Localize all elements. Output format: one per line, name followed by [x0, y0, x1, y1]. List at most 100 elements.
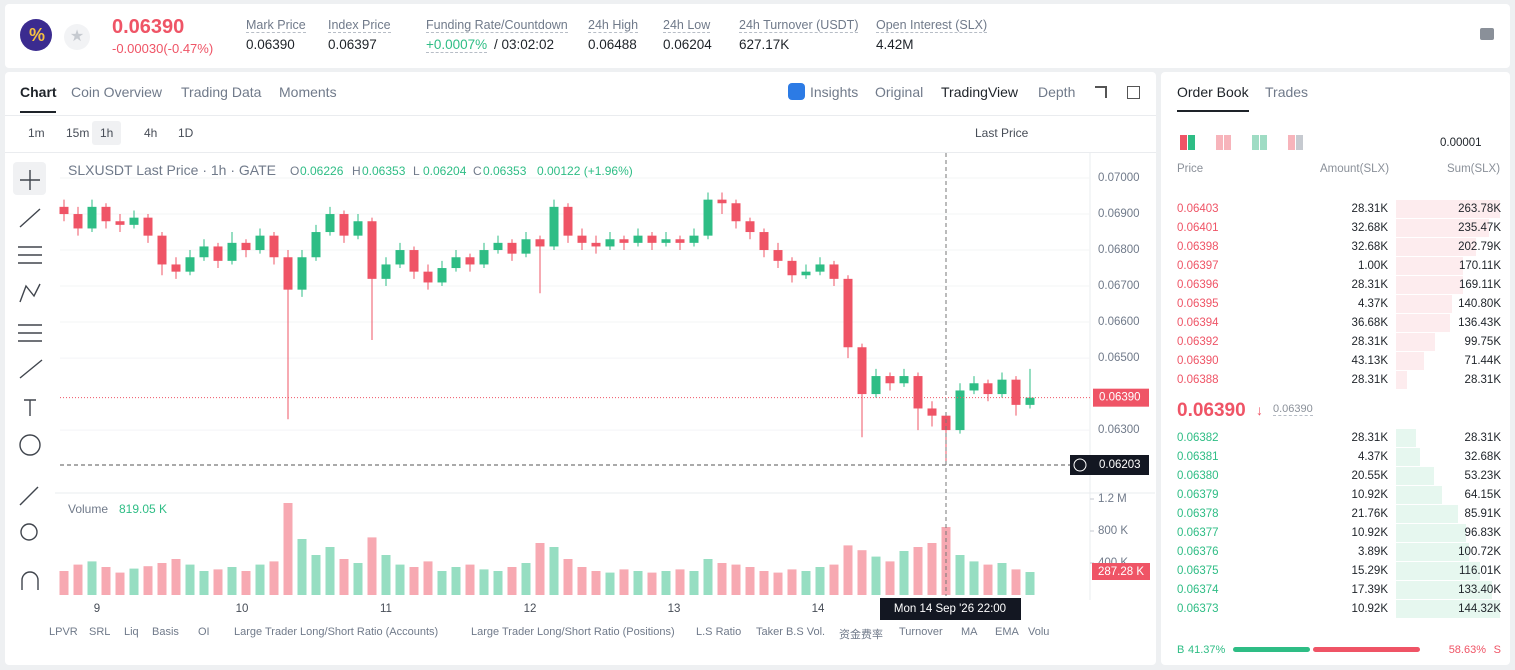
indicator[interactable]: Large Trader Long/Short Ratio (Positions… [471, 626, 675, 638]
view-tab[interactable]: Insights [810, 84, 859, 100]
volume-bar [227, 567, 237, 595]
depth-bar [1396, 314, 1450, 332]
indicator[interactable]: Basis [152, 626, 179, 638]
x-tick-label: 10 [236, 603, 249, 615]
icon[interactable] [1480, 28, 1494, 40]
ob-amount: 28.31K [1351, 203, 1388, 215]
ob-sum: 64.15K [1464, 489, 1501, 501]
candle-body [297, 257, 307, 290]
candle-body [129, 217, 139, 225]
candle-body [507, 242, 517, 254]
indicator[interactable]: OI [198, 626, 210, 638]
indicator[interactable]: LPVR [49, 626, 78, 638]
volume-bar [745, 567, 755, 595]
indicator[interactable]: 资金费率 [839, 629, 883, 641]
depth-bar [1396, 295, 1452, 313]
depth-bar [1396, 562, 1480, 580]
legend-symbol: SLXUSDT Last Price · 1h · GATE [68, 162, 276, 178]
chart-tab[interactable]: Trading Data [181, 84, 262, 100]
layout-icon[interactable] [1188, 135, 1195, 150]
ob-tab[interactable]: Trades [1265, 84, 1309, 100]
y-tick-label: 0.06300 [1098, 424, 1140, 436]
precision[interactable]: 0.00001 [1440, 137, 1482, 149]
indicator[interactable]: Large Trader Long/Short Ratio (Accounts) [234, 626, 439, 638]
candle-body [969, 383, 979, 391]
interval[interactable]: 1D [178, 126, 194, 140]
layout-icon[interactable] [1224, 135, 1231, 150]
last-price-label: 0.06390 [1099, 392, 1141, 404]
interval[interactable]: 4h [144, 126, 158, 140]
ob-sum: 169.11K [1459, 279, 1501, 291]
legend-h: 0.06353 [362, 164, 406, 178]
volume-last-tag [1092, 563, 1150, 580]
candle-body [689, 235, 699, 243]
indicator[interactable]: L.S Ratio [696, 626, 742, 638]
volume-bar [577, 567, 587, 595]
legend-o-label: O [290, 164, 300, 178]
volume-bar [129, 568, 139, 595]
volume-bar [801, 571, 811, 595]
volume-bar [605, 572, 615, 595]
ob-price: 0.06397 [1177, 260, 1219, 272]
view-tab[interactable]: TradingView [941, 84, 1019, 100]
indicator[interactable]: SRL [89, 626, 111, 638]
ob-amount: 28.31K [1351, 336, 1388, 348]
layout-icon[interactable] [1252, 135, 1259, 150]
indicator[interactable]: Volu [1028, 626, 1050, 638]
stat-label: Index Price [328, 18, 391, 33]
ob-tab-underline [1177, 110, 1249, 112]
stat-value: 0.06397 [328, 37, 377, 52]
volume-bar [913, 547, 923, 595]
ob-sum: 170.11K [1459, 260, 1501, 272]
ob-price: 0.06373 [1177, 603, 1219, 615]
volume-bar [143, 566, 153, 595]
price-source[interactable]: Last Price [975, 126, 1029, 140]
candle-body [745, 221, 755, 233]
indicator[interactable]: EMA [995, 626, 1019, 638]
ob-amount: 3.89K [1357, 546, 1388, 558]
interval[interactable]: 1h [92, 121, 122, 145]
indicator[interactable]: Turnover [899, 626, 943, 638]
volume-bar [717, 563, 727, 595]
chart-tab[interactable]: Chart [20, 84, 57, 100]
layout-icon[interactable] [1216, 135, 1223, 150]
candle-body [731, 203, 741, 222]
candle-body [857, 347, 867, 395]
ob-sum: 140.80K [1458, 298, 1501, 310]
candle-body [367, 221, 377, 279]
depth-bar [1396, 371, 1408, 389]
volume-bar [101, 567, 111, 595]
layout-icon[interactable] [1288, 135, 1295, 150]
ob-amount: 10.92K [1351, 489, 1388, 501]
interval[interactable]: 15m [66, 126, 90, 140]
indicator[interactable]: Taker B.S Vol. [756, 626, 826, 638]
interval[interactable]: 1m [28, 126, 45, 140]
layout-icon[interactable] [1260, 135, 1267, 150]
volume-bar [297, 539, 307, 595]
window-icon[interactable] [1127, 86, 1140, 99]
indicator[interactable]: MA [961, 626, 978, 638]
expand-icon[interactable] [1095, 86, 1107, 98]
stat-value: 627.17K [739, 37, 790, 52]
ob-price: 0.06395 [1177, 298, 1219, 310]
depth-bar [1396, 486, 1443, 504]
candle-body [451, 257, 461, 269]
favorite[interactable]: ★ [64, 24, 90, 50]
view-tab[interactable]: Original [875, 84, 924, 100]
x-tick-label: 11 [380, 603, 392, 615]
candle-body [227, 242, 237, 261]
chart-tab[interactable]: Moments [279, 84, 337, 100]
view-tab[interactable]: Depth [1038, 84, 1076, 100]
ob-price: 0.06377 [1177, 527, 1219, 539]
ob-tab[interactable]: Order Book [1177, 84, 1249, 100]
chart-tab[interactable]: Coin Overview [71, 84, 163, 100]
volume-bar [493, 571, 503, 595]
volume-bar [521, 563, 531, 595]
indicator[interactable]: Liq [124, 626, 139, 638]
layout-icon[interactable] [1296, 135, 1303, 150]
volume-bar [241, 571, 251, 595]
candle-body [619, 239, 629, 243]
candle-body [703, 199, 713, 236]
layout-icon[interactable] [1180, 135, 1187, 150]
